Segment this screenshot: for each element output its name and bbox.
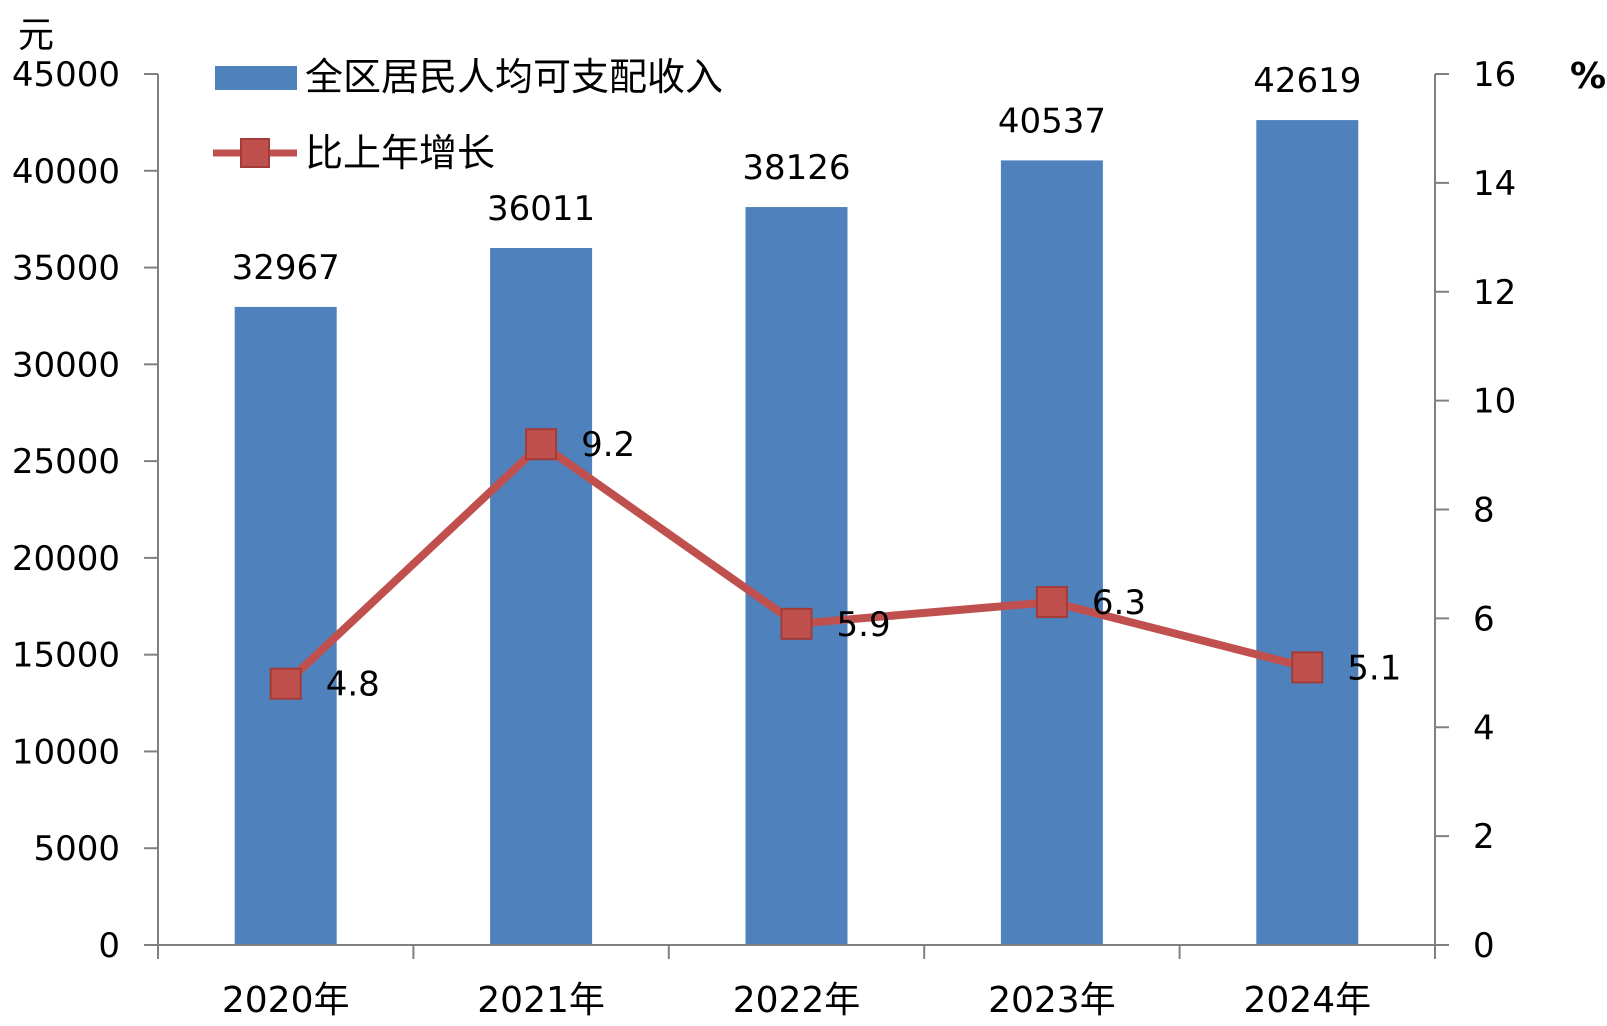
growth-point-2021年 xyxy=(525,428,558,461)
right-tick-label: 12 xyxy=(1473,273,1516,313)
growth-point-2022年 xyxy=(780,607,813,640)
right-tick-label: 14 xyxy=(1473,164,1516,204)
bar-value-label: 36011 xyxy=(487,189,595,229)
left-tick-label: 20000 xyxy=(12,539,120,579)
left-tick-label: 15000 xyxy=(12,636,120,676)
right-tick-label: 10 xyxy=(1473,382,1516,422)
left-tick-label: 10000 xyxy=(12,732,120,772)
bar-2021年 xyxy=(490,247,593,946)
growth-value-label: 5.9 xyxy=(837,605,891,645)
left-tick-label: 45000 xyxy=(12,55,120,95)
right-tick-label: 8 xyxy=(1473,491,1495,531)
legend-bar-swatch xyxy=(215,66,297,90)
bar-2020年 xyxy=(234,306,337,945)
left-tick-label: 25000 xyxy=(12,442,120,482)
growth-point-2023年 xyxy=(1035,586,1068,619)
right-axis-unit: % xyxy=(1570,56,1606,97)
left-tick-label: 35000 xyxy=(12,249,120,289)
legend: 全区居民人均可支配收入 比上年增长 xyxy=(213,55,723,175)
growth-value-label: 6.3 xyxy=(1092,583,1146,623)
left-tick-label: 0 xyxy=(98,926,120,966)
bar-value-label: 42619 xyxy=(1253,61,1361,101)
legend-line-label: 比上年增长 xyxy=(305,131,495,175)
data-labels-layer: 32967 36011 38126 40537 42619 4.8 9.2 5.9 6.3 5.1 xyxy=(232,61,1402,705)
left-tick-label: 40000 xyxy=(12,152,120,192)
growth-value-label: 5.1 xyxy=(1347,648,1401,688)
left-tick-label: 30000 xyxy=(12,345,120,385)
left-tick-label: 5000 xyxy=(33,829,120,869)
bar-2023年 xyxy=(1000,160,1103,945)
legend-line-marker xyxy=(240,138,270,168)
right-tick-label: 4 xyxy=(1473,708,1495,748)
x-category-label: 2023年 xyxy=(988,980,1116,1021)
growth-value-label: 4.8 xyxy=(326,665,380,705)
growth-point-2024年 xyxy=(1291,651,1324,684)
right-tick-label: 0 xyxy=(1473,926,1495,966)
line-series-layer xyxy=(269,428,1324,700)
right-tick-label: 6 xyxy=(1473,599,1495,639)
left-axis-unit: 元 xyxy=(18,15,54,56)
x-category-label: 2022年 xyxy=(733,980,861,1021)
x-category-label: 2020年 xyxy=(222,980,350,1021)
bar-2022年 xyxy=(745,207,848,945)
right-tick-label: 2 xyxy=(1473,817,1495,857)
bar-value-label: 38126 xyxy=(742,148,850,188)
growth-point-2020年 xyxy=(269,667,302,700)
x-category-label: 2024年 xyxy=(1243,980,1371,1021)
right-tick-label: 16 xyxy=(1473,55,1516,95)
bar-series-layer xyxy=(234,120,1359,946)
bar-2024年 xyxy=(1256,120,1359,946)
bar-value-label: 32967 xyxy=(232,248,340,288)
bar-value-label: 40537 xyxy=(998,101,1106,141)
legend-bar-label: 全区居民人均可支配收入 xyxy=(305,55,723,99)
x-category-label: 2021年 xyxy=(477,980,605,1021)
ticks-layer: 0 5000 10000 15000 20000 25000 30000 35000 40000… xyxy=(12,55,1516,1021)
growth-value-label: 9.2 xyxy=(581,425,635,465)
